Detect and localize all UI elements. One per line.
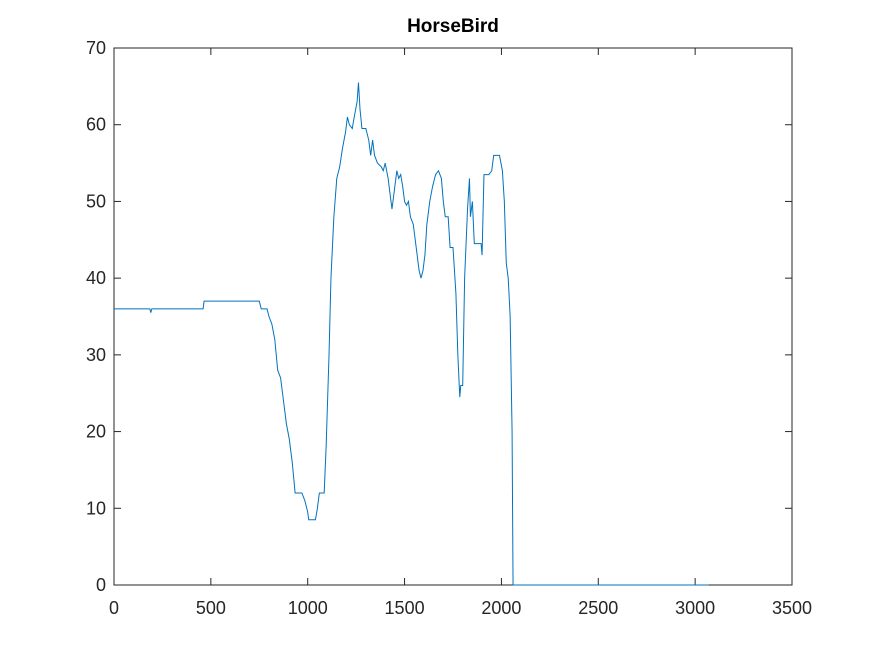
y-tick-label: 0 [96, 575, 106, 595]
x-tick-label: 1500 [385, 598, 425, 618]
x-tick-label: 2500 [578, 598, 618, 618]
x-tick-label: 3000 [675, 598, 715, 618]
y-tick-label: 20 [86, 422, 106, 442]
chart-title: HorseBird [407, 16, 499, 37]
x-tick-label: 500 [196, 598, 226, 618]
y-tick-label: 60 [86, 115, 106, 135]
y-tick-label: 70 [86, 38, 106, 58]
y-tick-label: 40 [86, 268, 106, 288]
x-tick-label: 0 [109, 598, 119, 618]
x-tick-label: 2000 [481, 598, 521, 618]
y-tick-label: 10 [86, 498, 106, 518]
x-tick-label: 1000 [288, 598, 328, 618]
y-tick-label: 30 [86, 345, 106, 365]
data-line [114, 82, 709, 586]
axes-box [113, 47, 793, 586]
x-tick-label: 3500 [772, 598, 812, 618]
y-tick-label: 50 [86, 191, 106, 211]
